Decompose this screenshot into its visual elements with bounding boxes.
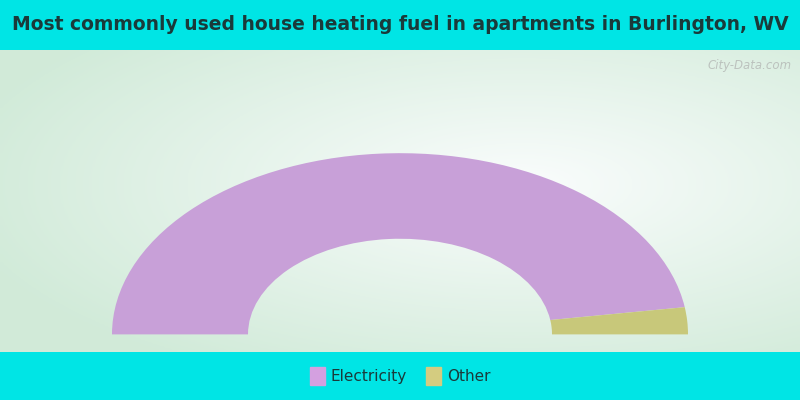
Legend: Electricity, Other: Electricity, Other	[303, 361, 497, 391]
Text: Most commonly used house heating fuel in apartments in Burlington, WV: Most commonly used house heating fuel in…	[12, 16, 788, 34]
Text: City-Data.com: City-Data.com	[708, 59, 792, 72]
Wedge shape	[112, 153, 685, 334]
Wedge shape	[550, 307, 688, 334]
